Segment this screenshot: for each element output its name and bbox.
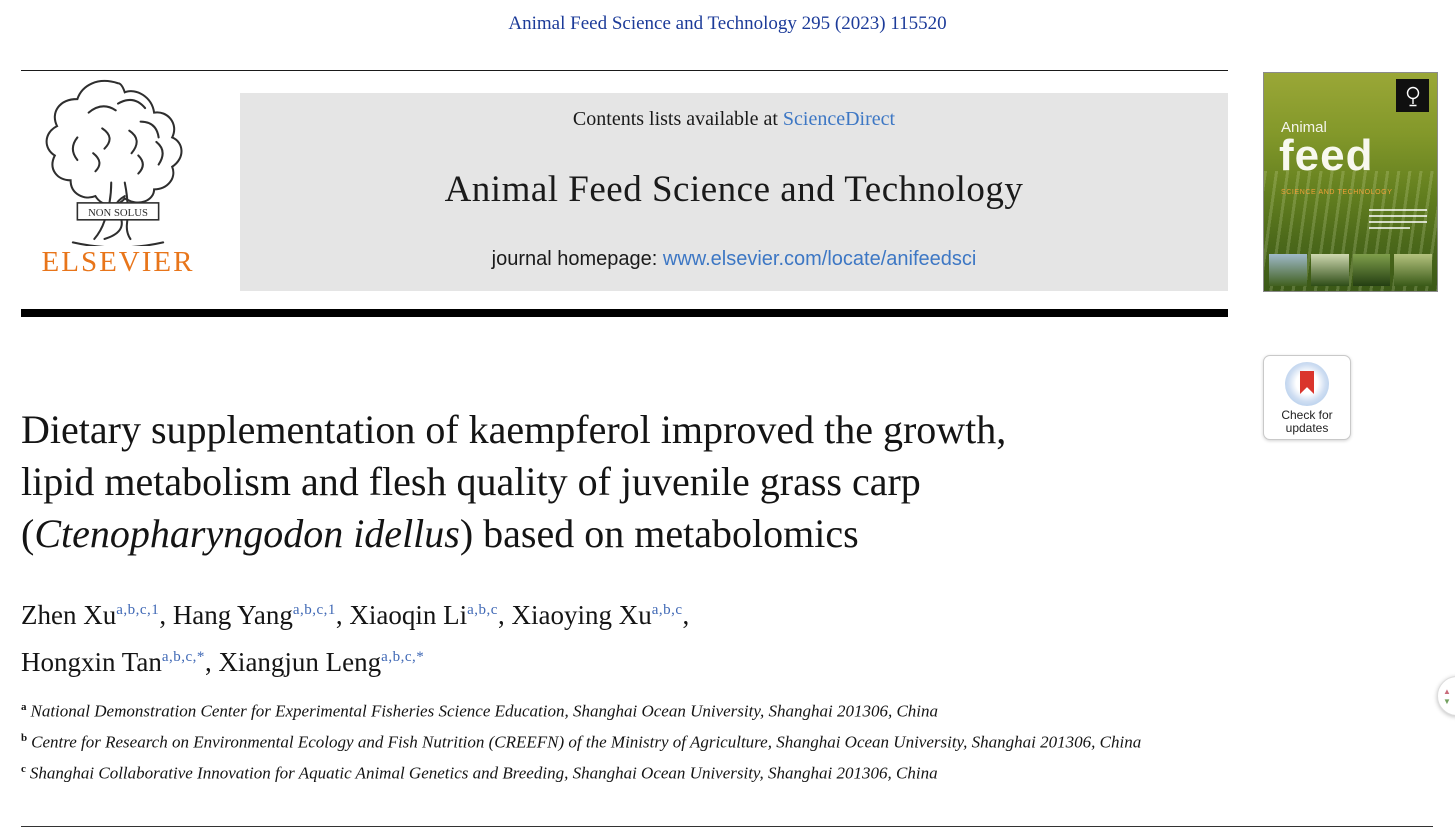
homepage-link[interactable]: www.elsevier.com/locate/anifeedsci bbox=[662, 248, 977, 270]
author-list: Zhen Xua,b,c,1, Hang Yanga,b,c,1, Xiaoqi… bbox=[21, 589, 689, 683]
contents-line: Contents lists available at ScienceDirec… bbox=[573, 108, 895, 131]
elsevier-wordmark: ELSEVIER bbox=[41, 246, 195, 278]
author: Hongxin Tana,b,c,*, bbox=[21, 647, 219, 677]
species-name-italic: Ctenopharyngodon idellus bbox=[34, 511, 460, 556]
author-affiliation-sup: a,b,c bbox=[467, 602, 498, 618]
title-line-3: (Ctenopharyngodon idellus) based on meta… bbox=[21, 511, 859, 556]
cover-brand-large: feed bbox=[1279, 131, 1374, 180]
author-affiliation-sup: a,b,c,* bbox=[161, 649, 205, 665]
homepage-prefix: journal homepage: bbox=[491, 248, 663, 270]
journal-title: Animal Feed Science and Technology bbox=[444, 169, 1024, 210]
author: Xiangjun Lenga,b,c,* bbox=[218, 647, 425, 677]
sciencedirect-link[interactable]: ScienceDirect bbox=[782, 108, 896, 130]
cover-blurb-lines bbox=[1369, 209, 1427, 233]
title-line-1: Dietary supplementation of kaempferol im… bbox=[21, 407, 1007, 452]
elsevier-tree-icon: NON SOLUS bbox=[45, 79, 183, 246]
check-for-updates-badge[interactable]: Check for updates bbox=[1263, 355, 1351, 440]
elsevier-logo: NON SOLUS ELSEVIER bbox=[18, 74, 218, 290]
cover-photo-strip bbox=[1269, 254, 1432, 286]
author-line-1: Zhen Xua,b,c,1, Hang Yanga,b,c,1, Xiaoqi… bbox=[21, 589, 689, 636]
scroll-down-icon[interactable]: ▼ bbox=[1443, 696, 1451, 706]
article-title: Dietary supplementation of kaempferol im… bbox=[21, 404, 1181, 560]
homepage-line: journal homepage: www.elsevier.com/locat… bbox=[492, 248, 977, 271]
elsevier-motto: NON SOLUS bbox=[88, 207, 148, 219]
author: Zhen Xua,b,c,1, bbox=[21, 600, 173, 630]
author-line-2: Hongxin Tana,b,c,*, Xiangjun Lenga,b,c,* bbox=[21, 636, 689, 683]
affiliation-a: a National Demonstration Center for Exper… bbox=[21, 701, 938, 721]
author-affiliation-sup: a,b,c,1 bbox=[292, 602, 336, 618]
badge-text-line2: updates bbox=[1285, 421, 1329, 435]
scroll-widget[interactable]: ▲ ▼ bbox=[1437, 676, 1455, 716]
journal-cover[interactable]: Animal feed SCIENCE AND TECHNOLOGY bbox=[1263, 72, 1438, 292]
badge-text-line1: Check for bbox=[1281, 408, 1333, 422]
author-affiliation-sup: a,b,c,* bbox=[381, 649, 425, 665]
bottom-divider bbox=[21, 826, 1433, 827]
author-affiliation-sup: a,b,c bbox=[651, 602, 683, 618]
author: Hang Yanga,b,c,1, bbox=[172, 600, 350, 630]
title-line-2: lipid metabolism and flesh quality of ju… bbox=[21, 459, 921, 504]
affiliation-list: a National Demonstration Center for Exper… bbox=[21, 694, 1181, 787]
top-divider bbox=[21, 70, 1228, 71]
cover-elsevier-mark-icon bbox=[1396, 79, 1429, 112]
contents-prefix: Contents lists available at bbox=[572, 108, 783, 130]
scroll-up-icon[interactable]: ▲ bbox=[1443, 686, 1451, 696]
header-thick-rule bbox=[21, 309, 1228, 317]
cover-subtitle: SCIENCE AND TECHNOLOGY bbox=[1281, 189, 1393, 196]
journal-banner: Contents lists available at ScienceDirec… bbox=[240, 93, 1228, 291]
author: Xiaoqin Lia,b,c, bbox=[349, 600, 512, 630]
cover-brand-small: Animal bbox=[1281, 119, 1327, 136]
author-affiliation-sup: a,b,c,1 bbox=[116, 602, 160, 618]
affiliation-c: c Shanghai Collaborative Innovation for A… bbox=[21, 763, 938, 783]
check-updates-bookmark-icon bbox=[1285, 362, 1329, 406]
affiliation-b: b Centre for Research on Environmental Ec… bbox=[21, 732, 1142, 752]
journal-citation-link[interactable]: Animal Feed Science and Technology 295 (… bbox=[508, 13, 947, 34]
author: Xiaoying Xua,b,c, bbox=[511, 600, 690, 630]
